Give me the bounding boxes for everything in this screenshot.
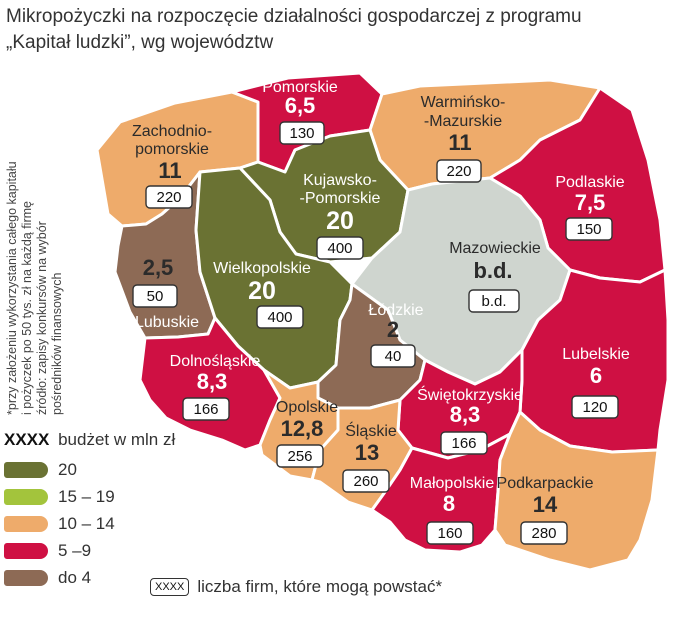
label-value-kujawsko: 20 bbox=[326, 207, 354, 235]
legend-swatch-15-19 bbox=[4, 488, 48, 505]
label-value-lubuskie: 2,5 bbox=[143, 255, 174, 280]
legend-label-do-4: do 4 bbox=[58, 567, 92, 587]
firms-lubuskie: 50 bbox=[147, 288, 164, 305]
firms-malopolskie: 160 bbox=[437, 525, 462, 542]
firms-box-legend: XXXX liczba firm, które mogą powstać* bbox=[150, 577, 442, 597]
label-name-kujawsko-2: -Pomorskie bbox=[300, 190, 381, 207]
firms-podkarpackie: 280 bbox=[531, 525, 556, 542]
firms-slaskie: 260 bbox=[353, 473, 378, 490]
label-name-lubelskie: Lubelskie bbox=[562, 346, 630, 363]
firms-box-warminsko: 220 bbox=[436, 159, 482, 183]
footnote-line-3: źródło: zapisy konkursów na wybór bbox=[35, 221, 49, 415]
legend-label-15-19: 15 – 19 bbox=[58, 486, 115, 506]
label-name-opolskie: Opolskie bbox=[276, 399, 338, 416]
firms-box-lubelskie: 120 bbox=[571, 395, 619, 419]
legend-item-20: 20 bbox=[4, 456, 175, 483]
label-name-mazowieckie: Mazowieckie bbox=[449, 240, 541, 257]
firms-lubelskie: 120 bbox=[582, 399, 607, 416]
firms-box-opolskie: 256 bbox=[276, 444, 324, 468]
firms-dolnoslaskie: 166 bbox=[193, 401, 218, 418]
footnote-line-1: *przy założeniu wykorzystania całego kap… bbox=[5, 161, 19, 415]
firms-opolskie: 256 bbox=[287, 448, 312, 465]
firms-box-lubuskie: 50 bbox=[132, 284, 178, 308]
label-name-zachodniopomorskie-2: pomorskie bbox=[135, 141, 209, 158]
label-name-wielkopolskie: Wielkopolskie bbox=[213, 260, 311, 277]
firms-podlaskie: 150 bbox=[576, 221, 601, 238]
firms-warminsko: 220 bbox=[446, 163, 471, 180]
firms-zachodniopomorskie: 220 bbox=[156, 189, 181, 206]
firms-box-mazowieckie: b.d. bbox=[468, 289, 520, 313]
firms-lodzkie: 40 bbox=[385, 348, 402, 365]
label-value-malopolskie: 8 bbox=[443, 491, 455, 516]
label-value-podkarpackie: 14 bbox=[533, 492, 558, 517]
firms-box-zachodniopomorskie: 220 bbox=[145, 185, 193, 209]
label-name-swietokrzyskie: Świętokrzyskie bbox=[417, 385, 523, 404]
label-value-pomorskie: 6,5 bbox=[285, 93, 316, 118]
map-title-line-2: „Kapitał ludzki”, wg województw bbox=[6, 32, 274, 53]
firms-kujawsko: 400 bbox=[327, 240, 352, 257]
label-name-malopolskie: Małopolskie bbox=[410, 475, 495, 492]
firms-box-podkarpackie: 280 bbox=[520, 521, 568, 545]
label-value-opolskie: 12,8 bbox=[281, 416, 324, 441]
legend-item-5-9: 5 –9 bbox=[4, 537, 175, 564]
label-name-pomorskie: Pomorskie bbox=[262, 79, 338, 96]
label-value-wielkopolskie: 20 bbox=[248, 277, 276, 305]
label-value-lodzkie: 2 bbox=[387, 317, 399, 342]
footnote-line-4: pośredników finansowych bbox=[50, 273, 64, 415]
label-name-slaskie: Śląskie bbox=[345, 421, 397, 440]
label-value-podlaskie: 7,5 bbox=[575, 190, 606, 215]
firms-box-sample: XXXX bbox=[150, 578, 190, 596]
footnote-line-2: i pożyczek po 50 tys. zł na każdą firmę bbox=[20, 201, 34, 415]
region-malopolskie bbox=[370, 432, 512, 554]
legend-swatch-20 bbox=[4, 461, 48, 478]
legend-swatch-5-9 bbox=[4, 542, 48, 559]
firms-wielkopolskie: 400 bbox=[267, 309, 292, 326]
label-value-zachodniopomorskie: 11 bbox=[158, 158, 181, 183]
firms-box-podlaskie: 150 bbox=[565, 217, 613, 241]
firms-swietokrzyskie: 166 bbox=[451, 435, 476, 452]
label-value-warminsko: 11 bbox=[448, 130, 471, 155]
firms-box-malopolskie: 160 bbox=[426, 521, 474, 545]
side-footnote: *przy założeniu wykorzystania całego kap… bbox=[4, 95, 78, 595]
firms-box-kujawsko: 400 bbox=[316, 236, 364, 260]
label-name-lubuskie: Lubuskie bbox=[135, 314, 199, 331]
firms-box-swietokrzyskie: 166 bbox=[440, 431, 488, 455]
label-value-mazowieckie: b.d. bbox=[473, 258, 512, 283]
map-title-line-1: Mikropożyczki na rozpoczęcie działalnośc… bbox=[6, 6, 582, 27]
legend: XXXX budżet w mln zł 20 15 – 19 10 – 14 … bbox=[4, 430, 175, 591]
label-name-zachodniopomorskie-1: Zachodnio- bbox=[132, 123, 212, 140]
label-name-podkarpackie: Podkarpackie bbox=[497, 475, 594, 492]
label-name-warminsko-1: Warmińsko- bbox=[421, 94, 506, 111]
legend-label-10-14: 10 – 14 bbox=[58, 513, 115, 533]
legend-title-text: budżet w mln zł bbox=[58, 430, 176, 449]
firms-mazowieckie: b.d. bbox=[481, 293, 506, 310]
label-name-dolnoslaskie: Dolnośląskie bbox=[170, 353, 261, 370]
label-value-slaskie: 13 bbox=[355, 440, 379, 465]
legend-label-5-9: 5 –9 bbox=[58, 540, 92, 560]
label-name-podlaskie: Podlaskie bbox=[555, 174, 624, 191]
firms-box-pomorskie: 130 bbox=[279, 121, 325, 145]
legend-swatch-10-14 bbox=[4, 515, 48, 532]
map-title: Mikropożyczki na rozpoczęcie działalnośc… bbox=[6, 4, 646, 56]
firms-box-dolnoslaskie: 166 bbox=[182, 397, 230, 421]
legend-item-10-14: 10 – 14 bbox=[4, 510, 175, 537]
label-value-dolnoslaskie: 8,3 bbox=[197, 369, 228, 394]
label-name-lodzkie: Łódzkie bbox=[368, 302, 423, 319]
label-value-swietokrzyskie: 8,3 bbox=[450, 402, 481, 427]
legend-item-15-19: 15 – 19 bbox=[4, 483, 175, 510]
label-value-lubelskie: 6 bbox=[590, 363, 602, 388]
firms-box-wielkopolskie: 400 bbox=[256, 305, 304, 329]
legend-swatch-do-4 bbox=[4, 569, 48, 586]
legend-title: XXXX budżet w mln zł bbox=[4, 430, 175, 450]
label-name-kujawsko-1: Kujawsko- bbox=[303, 172, 377, 189]
firms-pomorskie: 130 bbox=[289, 125, 314, 142]
firms-box-lodzkie: 40 bbox=[370, 344, 416, 368]
legend-item-do-4: do 4 bbox=[4, 564, 175, 591]
legend-label-20: 20 bbox=[58, 459, 77, 479]
firms-box-legend-text: liczba firm, które mogą powstać* bbox=[197, 577, 443, 596]
label-name-warminsko-2: -Mazurskie bbox=[424, 113, 502, 130]
legend-title-sample: XXXX bbox=[4, 430, 50, 449]
firms-box-slaskie: 260 bbox=[342, 469, 390, 493]
